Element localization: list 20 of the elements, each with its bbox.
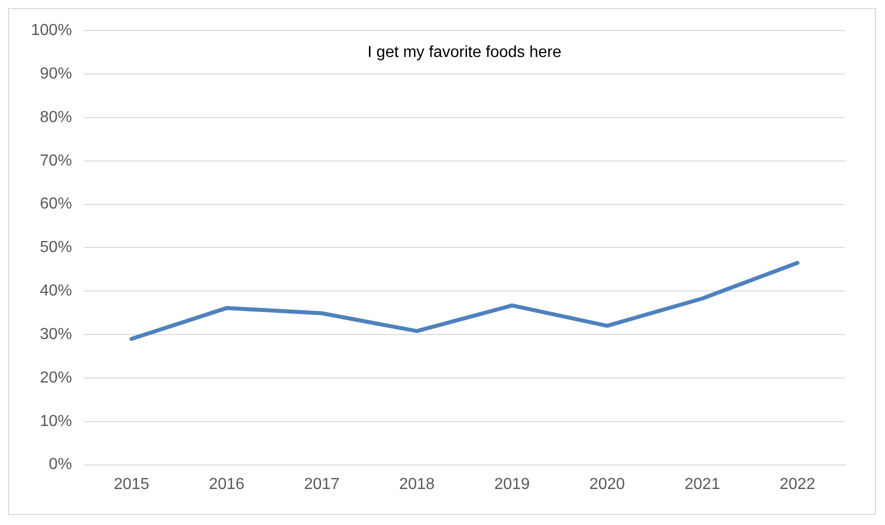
y-tick-label: 30%	[40, 326, 72, 343]
x-tick-label: 2015	[114, 476, 150, 493]
y-tick-label: 70%	[40, 152, 72, 170]
y-tick-label: 100%	[31, 22, 72, 40]
y-tick-label: 10%	[40, 412, 72, 430]
x-tick-label: 2020	[589, 476, 626, 493]
x-tick-label: 2019	[494, 476, 530, 493]
text: I get my favorite foods here	[368, 44, 562, 62]
y-tick-label: 80%	[40, 108, 72, 126]
x-tick-label: 2016	[208, 476, 245, 493]
y-tick-label: 60%	[40, 196, 72, 213]
x-tick-label: 2022	[780, 476, 816, 493]
y-tick-label: 20%	[40, 369, 72, 386]
y-tick-label: 50%	[40, 239, 72, 256]
x-tick-label: 2018	[399, 476, 435, 493]
y-tick-label: 90%	[40, 65, 72, 82]
y-tick-label: 0%	[48, 456, 72, 474]
x-tick-label: 2021	[684, 476, 720, 493]
y-tick-label: 40%	[40, 282, 72, 300]
x-tick-label: 2017	[304, 476, 340, 493]
